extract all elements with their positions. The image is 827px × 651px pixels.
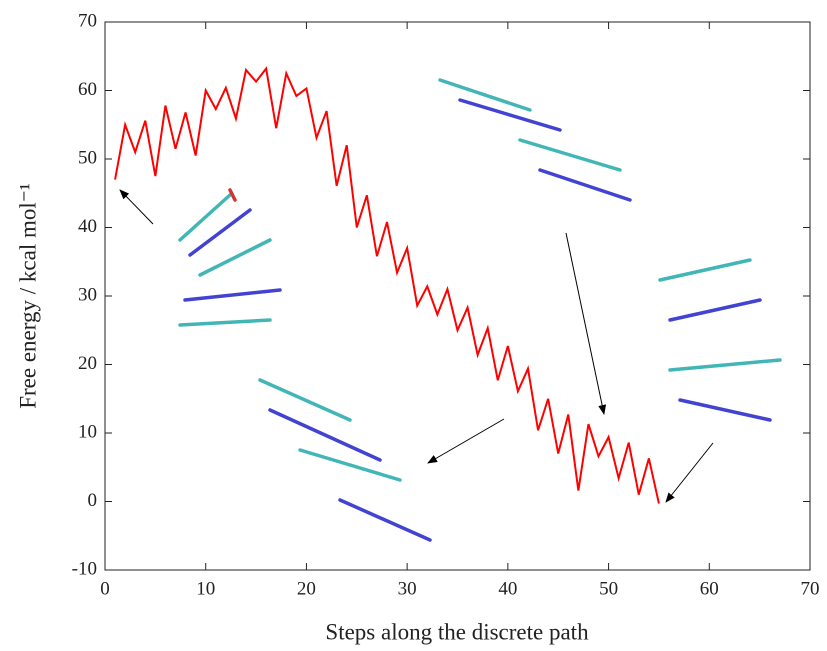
arrow [427,418,505,464]
molecule-decoration [178,78,782,542]
y-tick-label: -10 [72,558,97,579]
x-tick-label: 50 [599,578,618,599]
y-tick-label: 0 [88,490,98,511]
arrow [119,189,154,225]
y-tick-label: 30 [78,284,97,305]
x-tick-label: 10 [196,578,215,599]
y-tick-label: 20 [78,353,97,374]
x-tick-label: 0 [100,578,110,599]
x-tick-label: 70 [801,578,820,599]
x-tick-label: 20 [297,578,316,599]
x-axis-label: Steps along the discrete path [325,619,589,644]
y-tick-label: 70 [78,10,97,31]
arrow [565,232,607,415]
y-tick-label: 60 [78,79,97,100]
y-tick-label: 50 [78,147,97,168]
y-axis-label: Free energy / kcal mol⁻¹ [15,183,40,409]
arrow [665,442,714,503]
x-tick-label: 60 [700,578,719,599]
y-tick-label: 40 [78,216,97,237]
x-tick-label: 30 [398,578,417,599]
x-tick-label: 40 [498,578,517,599]
data-line [114,66,660,504]
annotation-arrows [119,189,714,503]
y-tick-label: 10 [78,421,97,442]
